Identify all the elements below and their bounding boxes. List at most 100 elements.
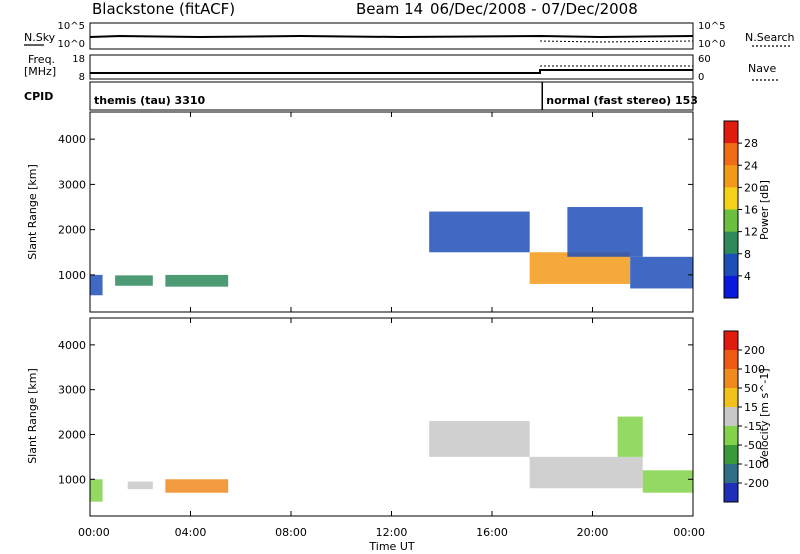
echo-region: [630, 256, 693, 289]
colorbar-segment: [724, 426, 738, 446]
power-panel: 1000 2000 3000 4000 Slant Range [km] 4 8 12 16…: [26, 111, 771, 313]
colorbar-segment: [724, 209, 738, 233]
freq-panel-unit: [MHz]: [24, 65, 56, 78]
colorbar-tick-label: -50: [744, 439, 762, 452]
velocity-colorbar-label: Velocity [m s^-1]: [758, 368, 771, 463]
colorbar-segment: [724, 331, 738, 351]
y-tick-label: 2000: [58, 428, 86, 441]
sky-tick-top: 10^5: [58, 21, 85, 32]
echo-region: [90, 274, 103, 296]
station-title: Blackstone (fitACF): [92, 0, 235, 18]
time-axis-label: Time UT: [368, 540, 414, 553]
search-tick-top: 10^5: [698, 21, 725, 32]
echo-region: [115, 275, 153, 286]
freq-panel: Freq. [MHz] 18 8 60 0 Nave: [24, 53, 778, 83]
sky-panel: N.Sky 10^5 10^0 10^5 10^0 N.Search: [24, 21, 795, 50]
velocity-colorbar: 200 100 50 15 -15 -50 -100 -200: [723, 330, 769, 503]
colorbar-segment: [724, 464, 738, 484]
colorbar-segment: [724, 165, 738, 188]
velocity-panel: 1000 2000 3000 4000 Slant Range [km] 200 100…: [26, 317, 771, 517]
x-tick-label: 00:00: [673, 526, 705, 539]
colorbar-segment: [724, 231, 738, 255]
echo-region: [90, 479, 103, 502]
colorbar-tick-label: -15: [744, 420, 762, 433]
sky-panel-trace: [89, 34, 694, 39]
echo-region: [127, 481, 153, 490]
colorbar-tick-label: -100: [744, 458, 769, 471]
echo-region: [642, 470, 693, 493]
colorbar-segment: [724, 483, 738, 503]
colorbar-segment: [724, 143, 738, 166]
power-cells: [90, 207, 693, 296]
cpid-segment-label: normal (fast stereo) 153: [546, 94, 698, 107]
colorbar-tick-label: 15: [744, 401, 758, 414]
cpid-segment-label: themis (tau) 3310: [94, 94, 206, 107]
nave-tick-bottom: 0: [698, 72, 704, 83]
search-panel-trace: [539, 40, 694, 43]
nave-panel-label: Nave: [748, 62, 776, 75]
y-tick-label: 4000: [58, 133, 86, 146]
search-panel-label: N.Search: [745, 31, 795, 44]
x-tick-label: 16:00: [476, 526, 508, 539]
x-tick-label: 04:00: [175, 526, 207, 539]
y-tick-label: 3000: [58, 178, 86, 191]
colorbar-segment: [724, 445, 738, 465]
echo-region: [165, 274, 229, 287]
colorbar-segment: [724, 388, 738, 408]
sky-panel-label: N.Sky: [24, 31, 56, 44]
freq-panel-trace: [90, 69, 693, 74]
power-yticks: 1000 2000 3000 4000: [58, 133, 693, 282]
colorbar-tick-label: 200: [744, 344, 765, 357]
echo-region: [567, 207, 643, 257]
colorbar-tick-label: 100: [744, 363, 765, 376]
y-tick-label: 1000: [58, 473, 86, 486]
freq-tick-top: 18: [72, 54, 85, 65]
colorbar-segment: [724, 407, 738, 427]
cpid-panel: CPID themis (tau) 3310 normal (fast stere…: [24, 81, 698, 111]
echo-region: [529, 456, 643, 489]
colorbar-tick-label: 24: [744, 159, 758, 172]
velocity-ylabel: Slant Range [km]: [26, 368, 39, 464]
colorbar-segment: [724, 350, 738, 370]
echo-region: [165, 479, 229, 493]
y-tick-label: 4000: [58, 339, 86, 352]
power-colorbar: 4 8 12 16 20 24 28: [723, 120, 758, 299]
freq-tick-bottom: 8: [79, 72, 85, 83]
echo-region: [429, 211, 530, 253]
colorbar-segment: [724, 253, 738, 277]
nave-tick-top: 60: [698, 54, 711, 65]
colorbar-segment: [724, 187, 738, 210]
x-tick-label: 12:00: [376, 526, 408, 539]
y-tick-label: 1000: [58, 269, 86, 282]
velocity-cells: [90, 416, 693, 502]
colorbar-tick-label: 4: [744, 270, 751, 283]
echo-region: [429, 421, 530, 457]
colorbar-segment: [724, 275, 738, 299]
x-tick-label: 00:00: [78, 526, 110, 539]
echo-region: [617, 416, 643, 457]
velocity-yticks: 1000 2000 3000 4000: [58, 339, 693, 486]
colorbar-tick-label: 50: [744, 382, 758, 395]
colorbar-segment: [724, 121, 738, 144]
y-tick-label: 3000: [58, 384, 86, 397]
colorbar-tick-label: 16: [744, 204, 758, 217]
y-tick-label: 2000: [58, 224, 86, 237]
colorbar-segment: [724, 369, 738, 389]
power-colorbar-label: Power [dB]: [758, 180, 771, 240]
x-tick-label: 20:00: [577, 526, 609, 539]
colorbar-frame: [723, 330, 739, 503]
cpid-panel-frame: [89, 81, 694, 111]
freq-panel-label: Freq.: [28, 53, 55, 66]
colorbar-tick-label: 12: [744, 226, 758, 239]
date-range: 06/Dec/2008 - 07/Dec/2008: [430, 0, 638, 18]
sky-tick-bottom: 10^0: [58, 39, 85, 50]
echo-region: [529, 252, 631, 284]
colorbar-tick-label: 28: [744, 137, 758, 150]
colorbar-tick-label: -200: [744, 477, 769, 490]
cpid-segments: themis (tau) 3310 normal (fast stereo) 15…: [94, 82, 698, 110]
time-axis: 00:00 04:00 08:00 12:00 16:00 20:00 00:00: [78, 112, 705, 539]
freq-panel-frame: [89, 54, 694, 80]
cpid-label: CPID: [24, 90, 53, 103]
beam-label: Beam 14: [356, 0, 423, 18]
